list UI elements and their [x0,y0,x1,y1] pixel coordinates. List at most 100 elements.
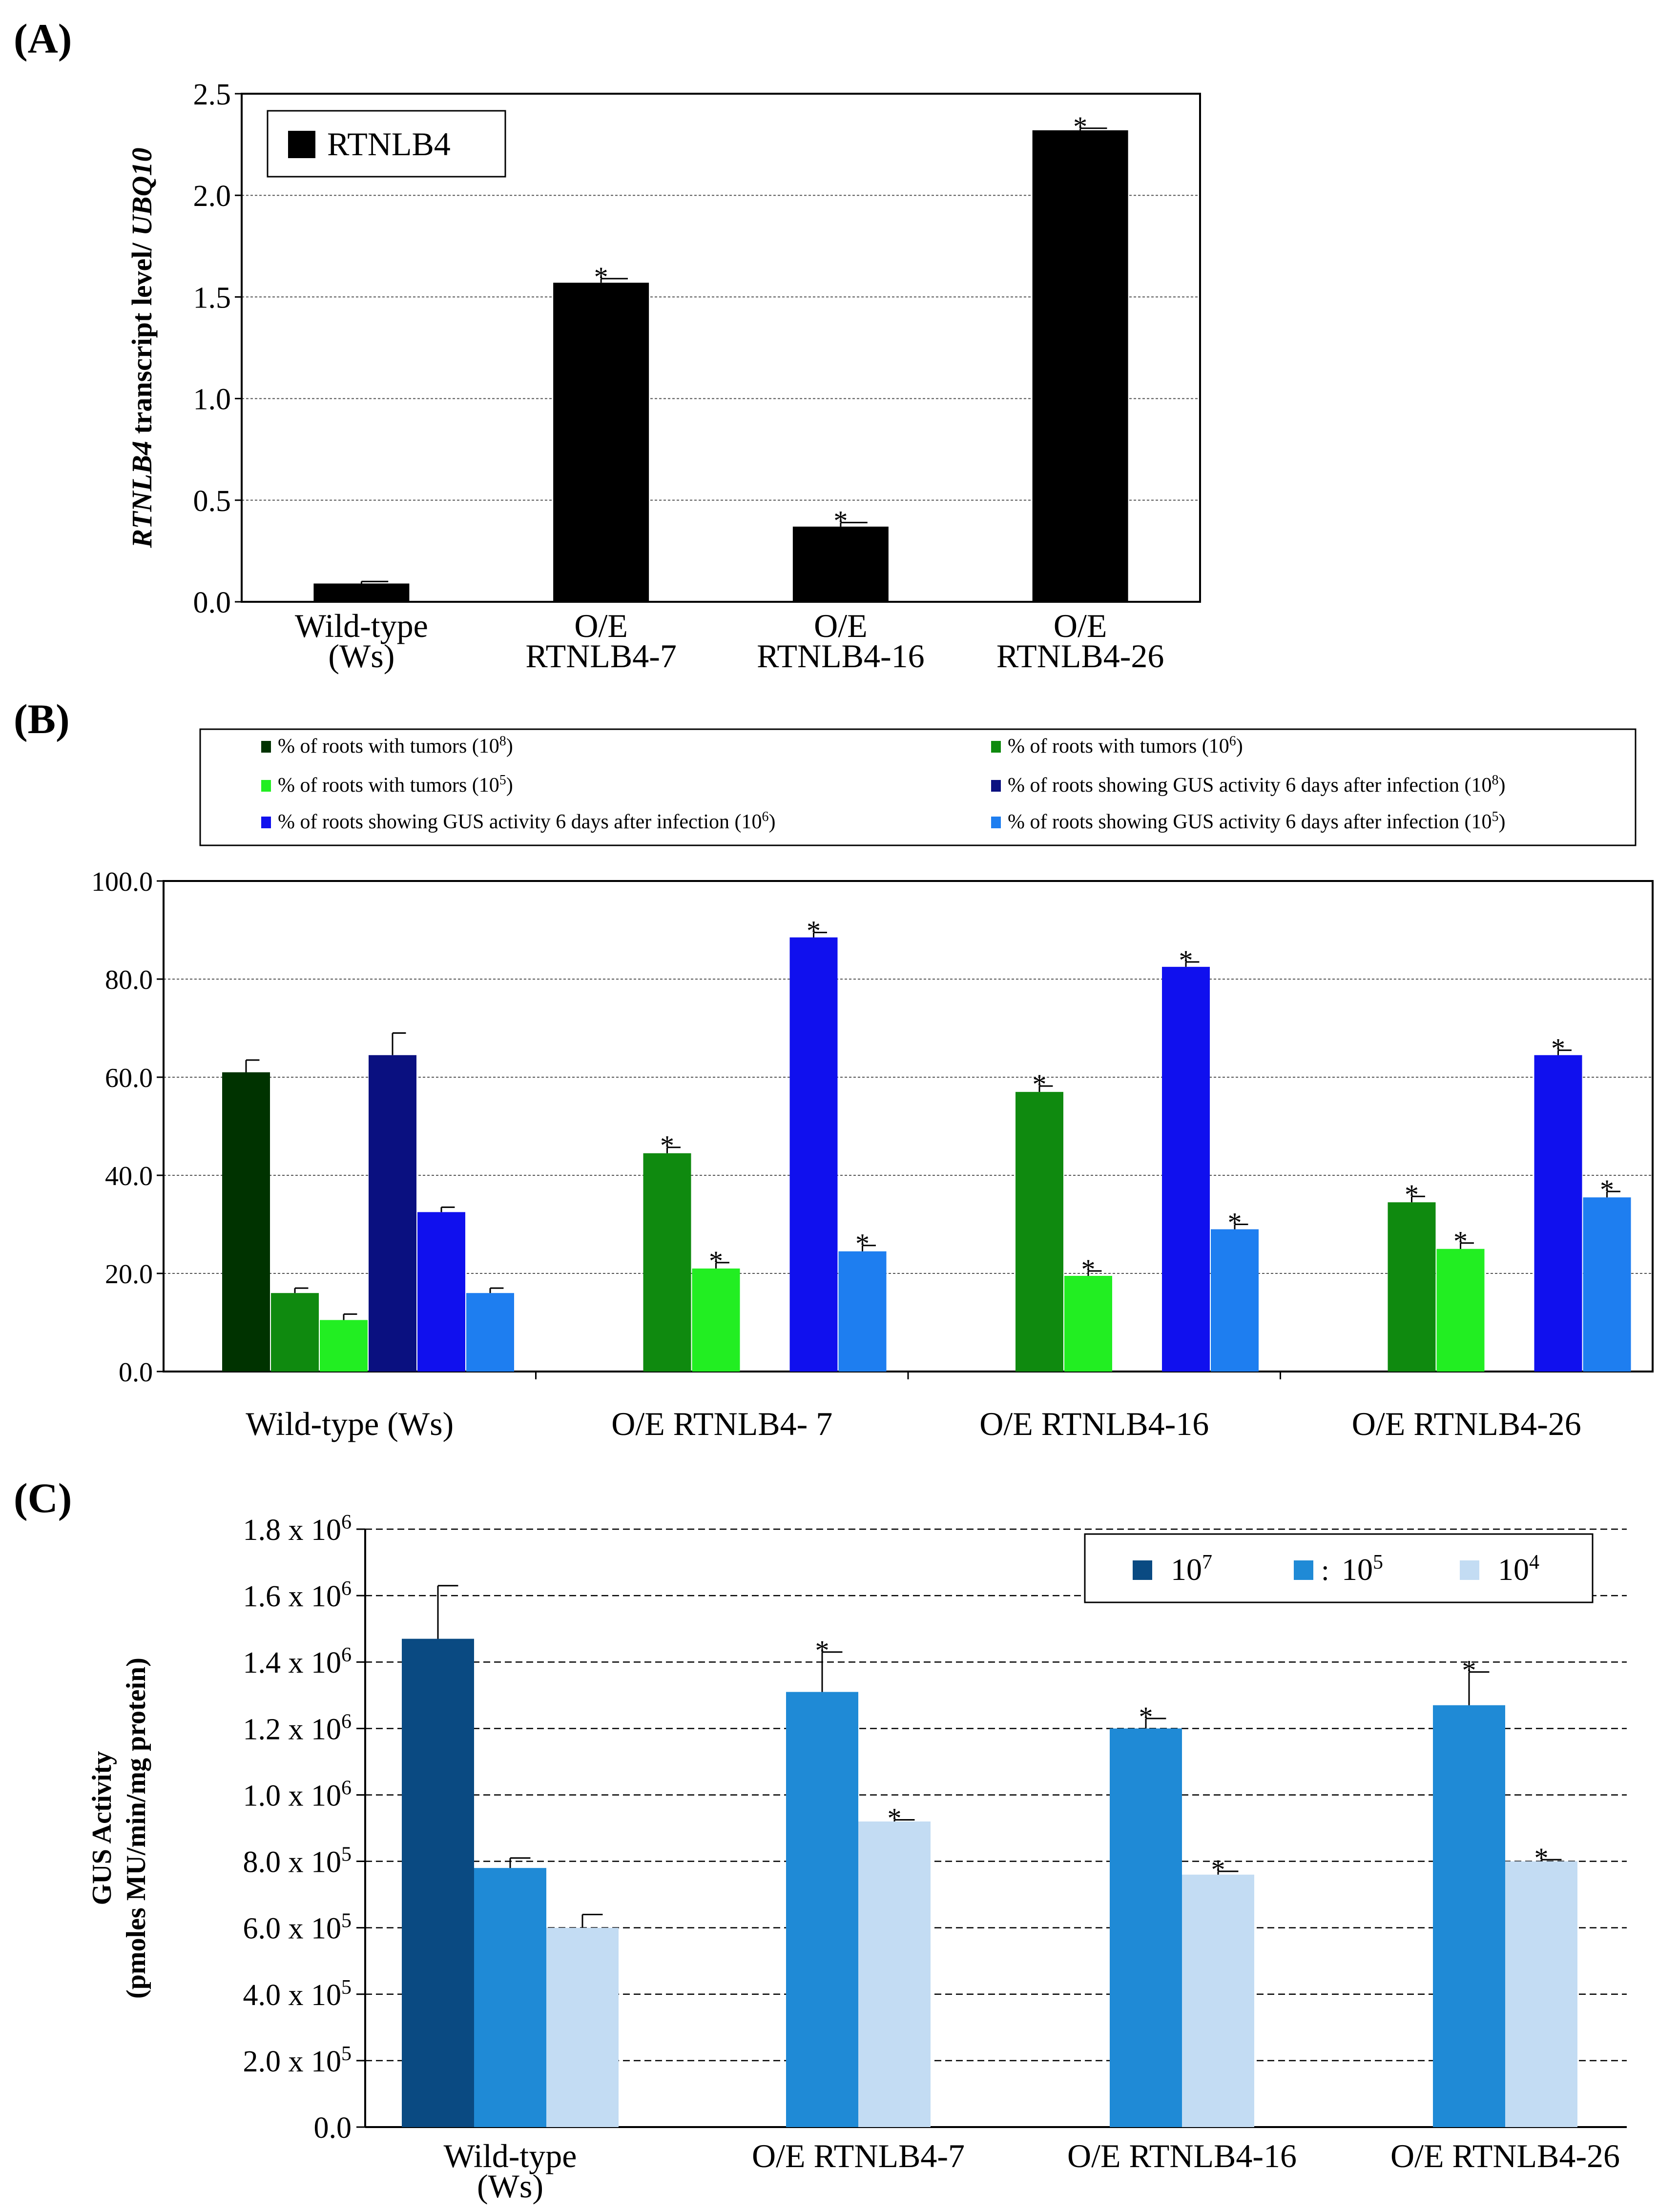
a-significance-0-2: * [833,505,848,537]
c-ytick-label: 8.0 x 105 [243,1843,352,1879]
b-legend-label: % of roots showing GUS activity 6 days a… [1008,773,1505,797]
c-legend-label: 105 [1342,1551,1383,1587]
b-bar-2-1 [692,1268,740,1372]
b-significance-2-3: * [1453,1226,1468,1257]
panel-a-label: (A) [14,15,72,62]
a-ytick-label: 2.0 [193,180,231,213]
c-xtick-label: (Ws) [477,2168,543,2205]
c-ytick-label: 6.0 x 105 [243,1910,352,1946]
a-bar-0-2 [792,526,889,602]
b-bar-5-2 [1211,1229,1259,1372]
a-legend-swatch [288,131,315,158]
c-ytick-label: 0.0 [314,2111,352,2145]
c-significance-2-1: * [888,1802,902,1834]
a-xtick-label: (Ws) [328,637,394,675]
b-xtick-label: O/E RTNLB4-16 [979,1405,1209,1442]
c-legend-swatch [1133,1560,1152,1580]
c-legend-swatch [1460,1560,1479,1580]
b-ytick-label: 0.0 [119,1357,153,1388]
c-ytick-label: 1.4 x 106 [243,1644,352,1679]
b-significance-5-3: * [1600,1174,1614,1206]
b-legend-swatch [991,741,1001,753]
c-significance-2-2: * [1211,1854,1225,1885]
a-ytick-label: 1.5 [193,281,231,314]
b-bar-2-2 [1064,1276,1112,1372]
c-bar-1-0 [474,1868,546,2127]
c-ytick-label: 1.0 x 106 [243,1777,352,1812]
c-ylabel: (pmoles MU/min/mg protein) [121,1658,151,1999]
c-bar-2-3 [1505,1861,1577,2127]
a-plot-frame [241,93,1201,603]
c-xtick-label: O/E RTNLB4-7 [752,2137,965,2174]
c-ytick-label: 1.8 x 106 [243,1511,352,1547]
a-ytick-label: 0.5 [193,485,231,518]
a-xtick-label: O/E [574,607,628,644]
b-bar-1-2 [1016,1092,1063,1372]
b-legend-label: % of roots showing GUS activity 6 days a… [1008,809,1505,834]
b-bar-4-1 [789,937,838,1372]
a-xtick-label: RTNLB4-7 [525,637,676,675]
a-bar-0-3 [1032,130,1128,602]
c-significance-1-2: * [1139,1701,1153,1733]
panel-b-label: (B) [14,696,70,742]
b-legend-label: % of roots with tumors (108) [278,734,513,758]
b-significance-4-2: * [1179,944,1193,976]
c-ytick-label: 4.0 x 105 [243,1976,352,2012]
b-significance-2-2: * [1081,1253,1096,1285]
b-ytick-label: 100.0 [91,867,153,897]
chart-c: 0.0 2.0 x 105 4.0 x 105 6.0 x 105 8.0 x 105 1… [87,1511,1627,2205]
c-ytick-label: 1.6 x 106 [243,1577,352,1613]
b-ytick-label: 20.0 [105,1259,153,1290]
a-bar-0-1 [553,283,649,602]
c-significance-1-3: * [1462,1655,1476,1686]
c-bar-2-1 [858,1821,931,2127]
b-legend-swatch [991,817,1001,828]
a-ylabel: RTNLB4 transcript level/ UBQ10 [126,148,158,549]
a-bar-0-0 [313,583,410,602]
b-legend-swatch [261,817,271,828]
b-bar-5-3 [1583,1197,1631,1372]
b-bar-1-3 [1388,1202,1436,1372]
b-significance-5-1: * [855,1228,870,1260]
b-significance-2-1: * [709,1245,723,1277]
b-bar-2-3 [1436,1249,1485,1372]
b-ytick-label: 80.0 [105,965,153,995]
c-ytick-label: 1.2 x 106 [243,1710,352,1746]
b-bar-1-0 [271,1293,319,1372]
a-xtick-label: O/E [1054,607,1107,644]
c-xtick-label: Wild-type [444,2137,577,2174]
b-significance-4-3: * [1551,1033,1565,1065]
b-legend-swatch [261,780,271,792]
b-legend-swatch [261,741,271,753]
b-bar-5-0 [466,1293,514,1372]
b-legend-box [199,728,1637,846]
b-xtick-label: Wild-type (Ws) [246,1405,454,1442]
b-bar-1-1 [643,1153,691,1372]
b-significance-5-2: * [1228,1207,1242,1239]
c-ytick-label: 2.0 x 105 [243,2043,352,2078]
c-bar-2-2 [1182,1874,1254,2127]
a-significance-0-1: * [594,261,608,293]
b-ytick-label: 40.0 [105,1161,153,1191]
b-legend-swatch [991,780,1001,792]
b-ytick-label: 60.0 [105,1063,153,1093]
chart-a: 0.00.51.01.52.02.5***Wild-type(Ws)O/ERTN… [126,78,1201,675]
c-legend-box [1084,1533,1594,1603]
a-ytick-label: 1.0 [193,383,231,416]
b-bar-0-0 [222,1072,270,1372]
a-significance-0-3: * [1073,111,1087,143]
a-legend-label: RTNLB4 [327,125,451,163]
a-xtick-label: Wild-type [295,607,428,644]
b-bar-3-0 [369,1055,416,1372]
c-significance-2-3: * [1534,1842,1549,1874]
c-legend-prefix: : [1321,1554,1329,1586]
b-significance-1-3: * [1405,1179,1419,1210]
b-bar-4-2 [1162,966,1210,1372]
b-significance-1-2: * [1033,1068,1047,1100]
b-significance-1-1: * [660,1130,674,1162]
c-ylabel: GUS Activity [87,1751,117,1905]
b-significance-4-1: * [807,915,821,947]
a-xtick-label: RTNLB4-26 [996,637,1164,675]
c-bar-2-0 [546,1927,619,2127]
a-xtick-label: RTNLB4-16 [757,637,924,675]
